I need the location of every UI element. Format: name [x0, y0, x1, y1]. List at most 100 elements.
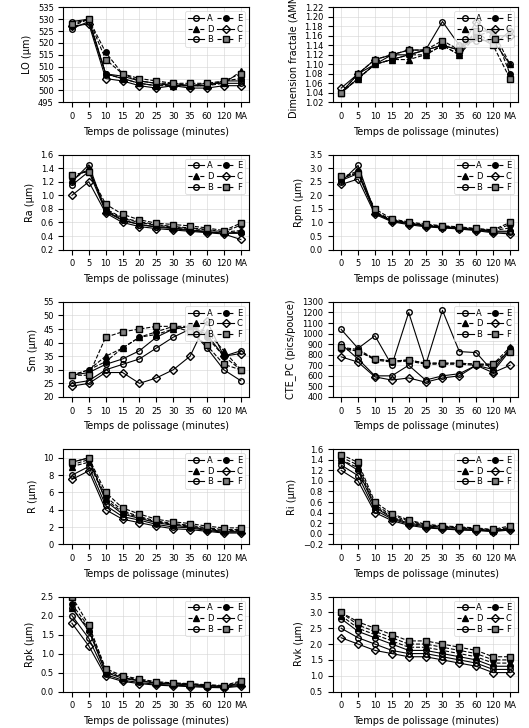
B — [389, 646, 395, 654]
F — [204, 223, 210, 232]
C — [153, 224, 160, 233]
Line: D: D — [69, 459, 243, 533]
A — [69, 458, 75, 467]
C — [355, 69, 361, 78]
Line: C: C — [339, 176, 513, 237]
C — [389, 649, 395, 658]
B — [170, 333, 176, 341]
D — [238, 67, 244, 76]
B — [422, 221, 428, 230]
C — [372, 210, 378, 218]
A — [507, 60, 513, 68]
D — [120, 74, 126, 83]
E — [221, 681, 227, 690]
B — [507, 27, 513, 36]
B — [355, 169, 361, 178]
A — [170, 521, 176, 530]
C — [406, 373, 412, 382]
A — [338, 614, 344, 623]
Legend: A, D, B, E, C, F: A, D, B, E, C, F — [454, 601, 514, 636]
C — [439, 525, 445, 534]
C — [204, 683, 210, 692]
A — [187, 523, 193, 531]
D — [439, 523, 445, 531]
Line: C: C — [69, 468, 243, 536]
X-axis label: Temps de polissage (minutes): Temps de polissage (minutes) — [84, 127, 230, 137]
Y-axis label: Rpm (µm): Rpm (µm) — [294, 178, 304, 226]
E — [103, 205, 109, 213]
E — [422, 221, 428, 229]
A — [221, 682, 227, 691]
E — [507, 346, 513, 355]
Line: A: A — [339, 308, 513, 374]
C — [473, 17, 479, 26]
C — [389, 516, 395, 525]
Line: A: A — [339, 616, 513, 669]
A — [170, 680, 176, 689]
Legend: A, D, B, E, C, F: A, D, B, E, C, F — [185, 12, 245, 47]
B — [69, 181, 75, 189]
B — [355, 471, 361, 480]
D — [490, 526, 496, 535]
C — [389, 376, 395, 384]
D — [372, 355, 378, 363]
C — [120, 218, 126, 227]
B — [120, 72, 126, 81]
F — [422, 520, 428, 529]
B — [456, 655, 462, 664]
Y-axis label: Rvk (µm): Rvk (µm) — [294, 622, 304, 666]
F — [507, 521, 513, 530]
X-axis label: Temps de polissage (minutes): Temps de polissage (minutes) — [84, 422, 230, 431]
A — [439, 17, 445, 26]
Line: B: B — [339, 625, 513, 672]
D — [103, 495, 109, 504]
E — [372, 356, 378, 365]
Line: B: B — [69, 464, 243, 535]
D — [372, 207, 378, 216]
D — [69, 604, 75, 612]
C — [136, 679, 143, 688]
C — [507, 361, 513, 370]
F — [490, 525, 496, 534]
C — [406, 46, 412, 55]
B — [422, 46, 428, 55]
B — [170, 82, 176, 90]
D — [338, 88, 344, 97]
D — [389, 357, 395, 365]
A — [372, 209, 378, 218]
E — [221, 228, 227, 237]
Line: A: A — [339, 162, 513, 234]
E — [439, 643, 445, 652]
A — [69, 24, 75, 33]
C — [422, 223, 428, 232]
F — [338, 450, 344, 459]
B — [473, 31, 479, 40]
C — [372, 508, 378, 517]
B — [103, 207, 109, 216]
A — [153, 679, 160, 688]
F — [406, 218, 412, 226]
Line: F: F — [69, 594, 243, 688]
C — [69, 381, 75, 390]
A — [69, 371, 75, 379]
F — [456, 223, 462, 232]
F — [153, 677, 160, 686]
Line: D: D — [339, 344, 513, 367]
A — [406, 519, 412, 528]
Line: C: C — [339, 354, 513, 385]
E — [372, 207, 378, 216]
D — [406, 643, 412, 652]
Line: E: E — [339, 168, 513, 233]
E — [473, 649, 479, 658]
E — [389, 357, 395, 366]
E — [439, 41, 445, 50]
F — [389, 510, 395, 518]
C — [187, 84, 193, 92]
C — [120, 368, 126, 377]
A — [490, 527, 496, 536]
F — [153, 515, 160, 523]
Y-axis label: Rpk (µm): Rpk (µm) — [25, 622, 35, 667]
C — [221, 352, 227, 360]
A — [86, 17, 92, 26]
A — [422, 521, 428, 530]
